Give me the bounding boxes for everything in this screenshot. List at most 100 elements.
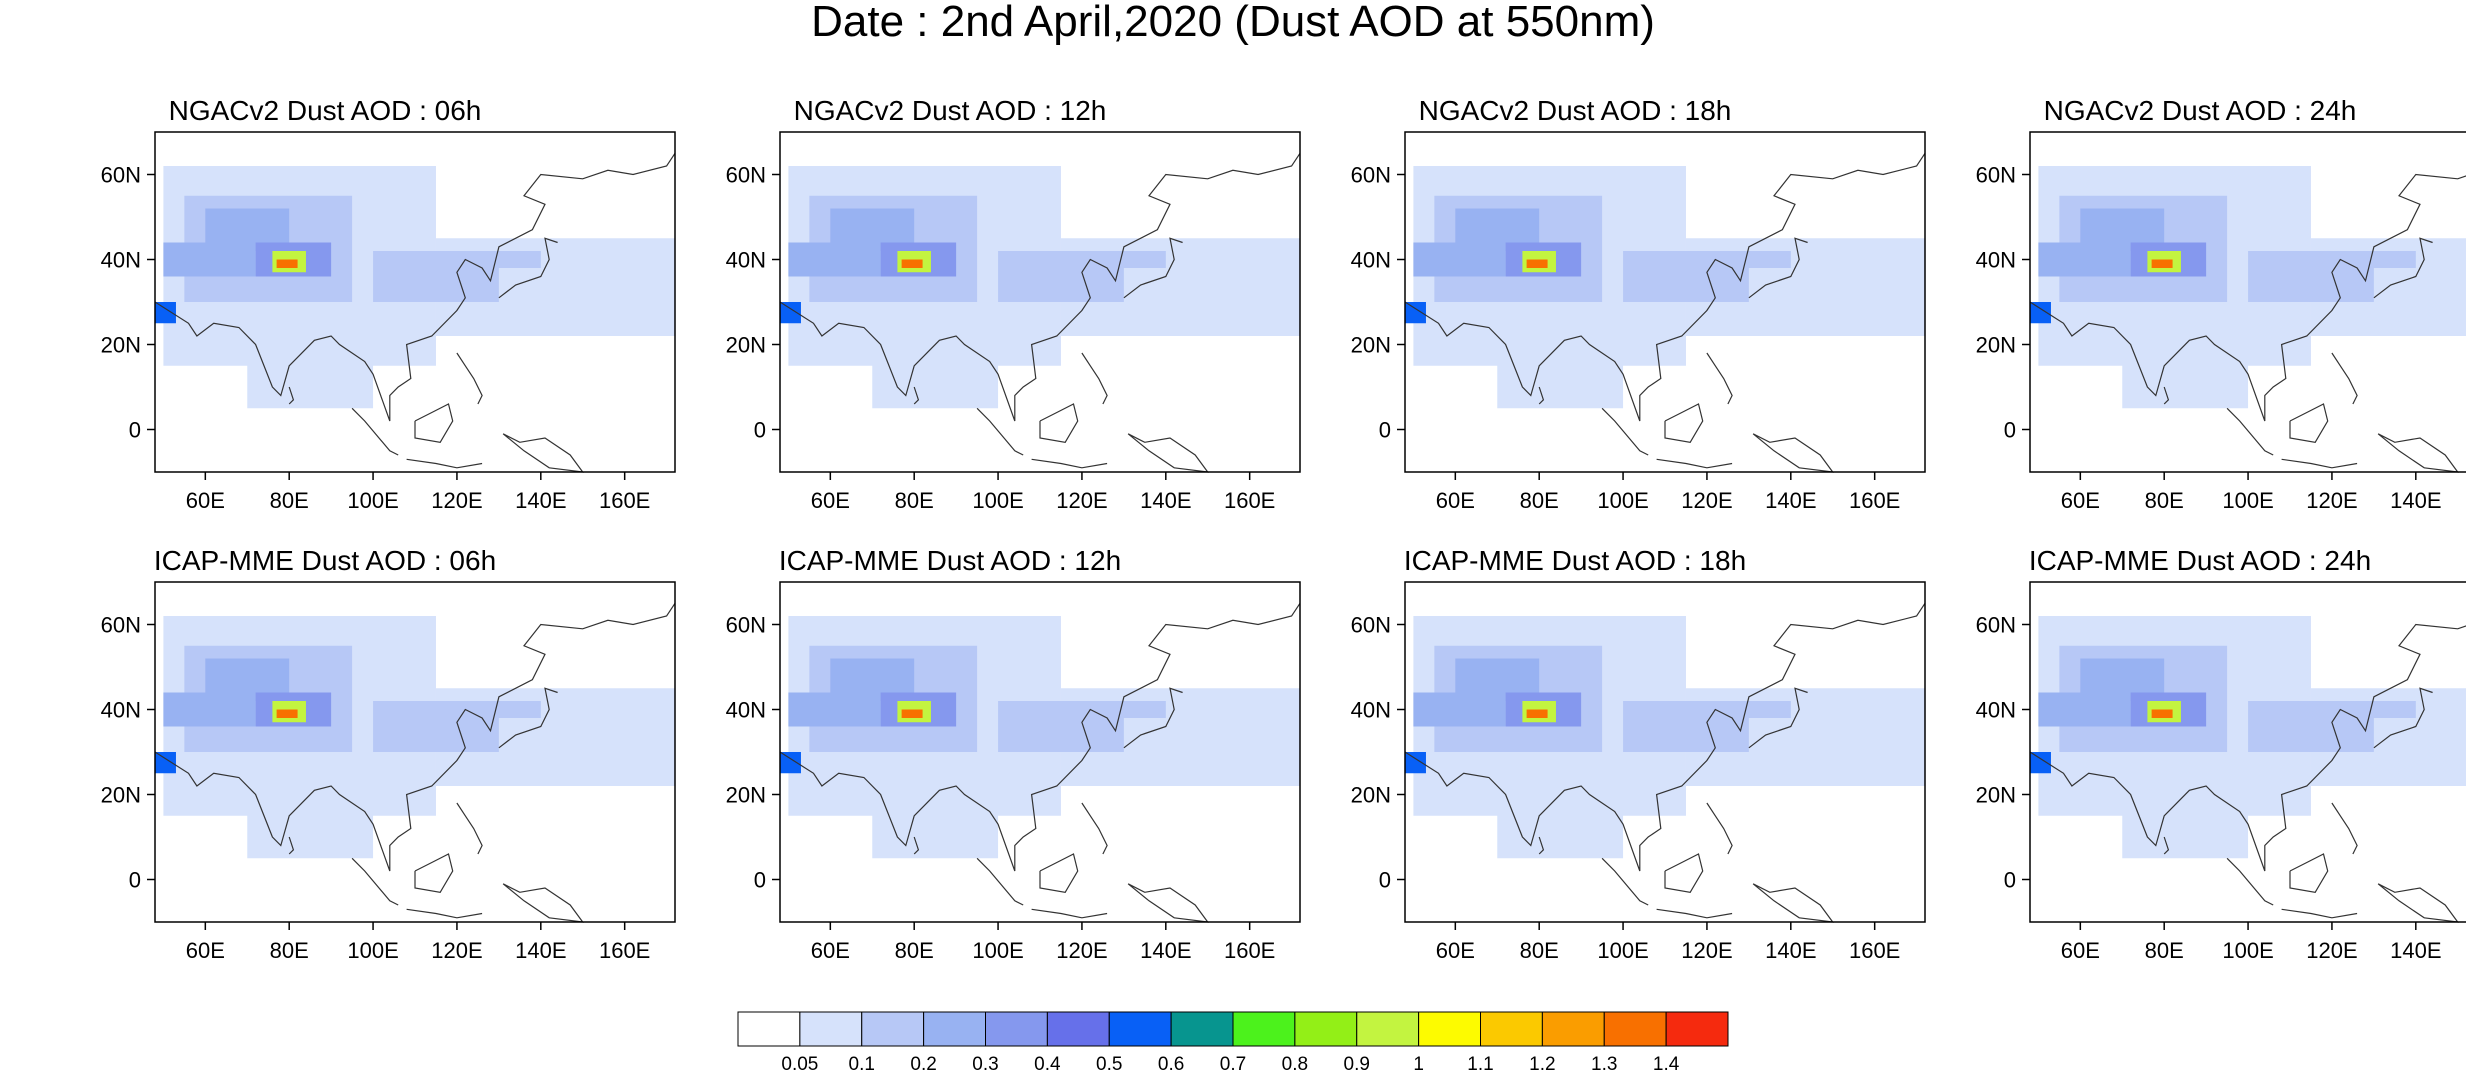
aod-field-cell — [1748, 718, 1917, 761]
map-frame — [2029, 131, 2466, 473]
x-tick-label: 120E — [1056, 488, 1107, 513]
coastline — [154, 602, 676, 872]
aod-field-cell — [2151, 709, 2173, 718]
coastline — [351, 857, 399, 906]
coastline — [2373, 237, 2433, 299]
map-frame — [1404, 581, 1926, 923]
aod-field-cell — [788, 242, 881, 277]
x-tick-label: 60E — [811, 488, 850, 513]
x-tick-label: 100E — [1597, 488, 1648, 513]
colorbar-label: 1.3 — [1591, 1054, 1617, 1072]
x-tick-label: 140E — [515, 938, 566, 963]
map-panel: ICAP-MME Dust AOD : 24h 60E 80E 100E 120E 140… — [1940, 545, 2466, 963]
coastline — [976, 857, 1024, 906]
x-tick-label: 160E — [1224, 488, 1275, 513]
colorbar-swatch — [1046, 1011, 1110, 1047]
colorbar-label: 0.3 — [972, 1054, 998, 1072]
y-tick-label: 0 — [754, 868, 766, 893]
x-tick-label: 100E — [2222, 938, 2273, 963]
x-tick-label: 140E — [2390, 488, 2441, 513]
y-tick-label: 0 — [2004, 868, 2016, 893]
y-tick-label: 60N — [101, 163, 141, 188]
x-tick-label: 140E — [515, 488, 566, 513]
panel-title: ICAP-MME Dust AOD : 12h — [778, 545, 1122, 576]
coastline — [1127, 883, 1210, 923]
colorbar-label: 1.2 — [1529, 1054, 1555, 1072]
colorbar-swatch — [1603, 1011, 1667, 1047]
colorbar-swatch — [737, 1011, 801, 1047]
x-tick-label: 160E — [599, 488, 650, 513]
colorbar-swatch — [985, 1011, 1048, 1047]
coastline — [2163, 836, 2170, 855]
x-tick-label: 60E — [2061, 488, 2100, 513]
y-tick-label: 40N — [726, 248, 766, 273]
x-tick-label: 160E — [1849, 488, 1900, 513]
y-tick-label: 60N — [726, 163, 766, 188]
coastline — [2226, 407, 2274, 456]
coastline — [779, 152, 1301, 422]
x-tick-label: 80E — [270, 938, 309, 963]
coastline — [913, 836, 920, 855]
colorbar-swatch — [1541, 1011, 1605, 1047]
aod-field-cell — [1413, 242, 1506, 277]
coastline — [456, 802, 483, 855]
colorbar-label: 1.4 — [1653, 1054, 1680, 1072]
coastline — [779, 602, 1301, 872]
colorbar-swatch — [1294, 1011, 1358, 1047]
coastline — [2281, 908, 2358, 919]
aod-field-cell — [1123, 268, 1292, 311]
x-tick-label: 60E — [186, 938, 225, 963]
map-panel: NGACv2 Dust AOD : 18h 60E 80E 100E 120E 140E 1… — [1315, 95, 1926, 513]
x-tick-label: 120E — [1681, 938, 1732, 963]
coastline — [1748, 687, 1808, 749]
colorbar-label: 0.4 — [1034, 1054, 1061, 1072]
coastline — [2029, 173, 2466, 422]
aod-field-cell — [1526, 709, 1548, 718]
coastline — [1601, 857, 1649, 906]
y-tick-label: 60N — [1976, 613, 2016, 638]
coastline — [1039, 403, 1079, 443]
y-tick-label: 20N — [1976, 333, 2016, 358]
coastline — [1752, 433, 1835, 473]
x-tick-label: 140E — [1140, 938, 1191, 963]
x-tick-label: 100E — [347, 488, 398, 513]
coastline — [502, 883, 585, 923]
colorbar-swatch — [1480, 1011, 1543, 1047]
coastline — [1123, 687, 1183, 749]
aod-field-cell — [276, 709, 298, 718]
x-tick-label: 100E — [972, 488, 1023, 513]
coastline — [1039, 853, 1079, 893]
coastline — [1656, 908, 1733, 919]
x-tick-label: 120E — [1056, 938, 1107, 963]
coastline — [2029, 623, 2466, 872]
coastline — [1664, 853, 1704, 893]
coastline — [414, 403, 454, 443]
colorbar-label: 0.8 — [1282, 1054, 1308, 1072]
aod-field-cell — [1526, 259, 1548, 268]
y-tick-label: 20N — [1976, 783, 2016, 808]
map-frame — [2029, 581, 2466, 923]
x-tick-label: 100E — [1597, 938, 1648, 963]
aod-field-cell — [1405, 752, 1426, 774]
map-frame — [154, 581, 676, 923]
map-panel: NGACv2 Dust AOD : 12h 60E 80E 100E 120E 140E 1… — [690, 95, 1301, 513]
aod-field-cell — [1123, 718, 1292, 761]
coastline — [2226, 857, 2274, 906]
x-tick-label: 120E — [431, 938, 482, 963]
coastline — [406, 908, 483, 919]
aod-field-cell — [2030, 302, 2051, 324]
coastline — [1081, 352, 1108, 405]
coastline — [2281, 458, 2358, 469]
map-panel: ICAP-MME Dust AOD : 12h 60E 80E 100E 120E 140… — [690, 545, 1301, 963]
x-tick-label: 80E — [2145, 938, 2184, 963]
coastline — [1404, 602, 1926, 872]
map-panel: NGACv2 Dust AOD : 24h60E80E100E120E140E1… — [1940, 95, 2466, 513]
coastline — [456, 352, 483, 405]
coastline — [406, 458, 483, 469]
aod-field-cell — [780, 302, 801, 324]
y-tick-label: 0 — [1379, 868, 1391, 893]
